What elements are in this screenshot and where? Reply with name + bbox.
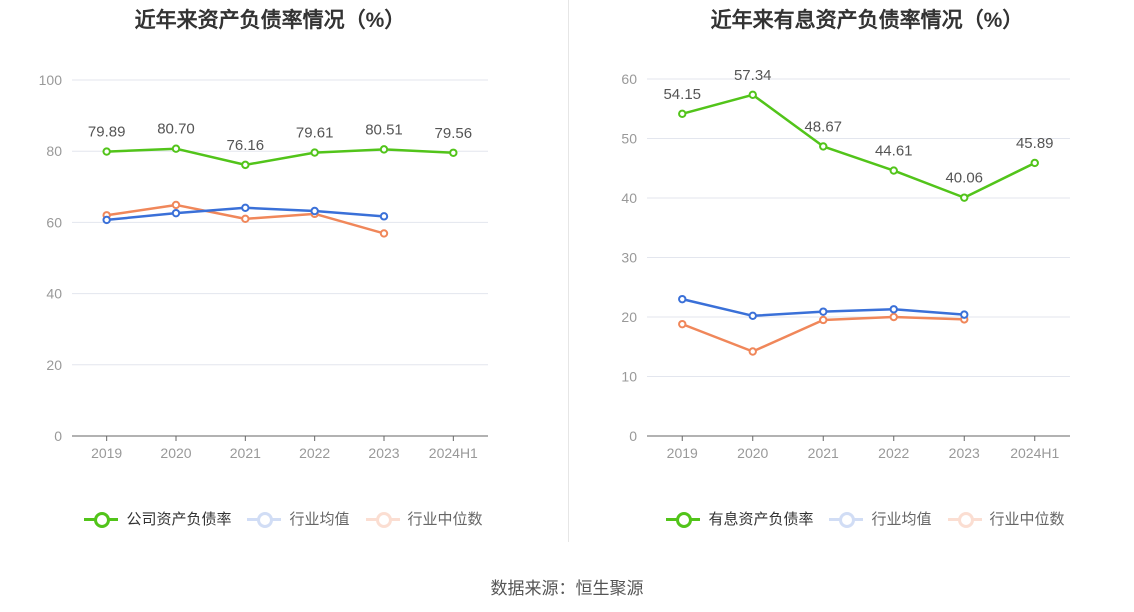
data-label: 79.61	[296, 125, 334, 142]
data-label: 40.06	[945, 170, 983, 187]
x-tick-label: 2021	[808, 445, 839, 461]
series-line	[681, 93, 1036, 199]
x-tick-label: 2020	[737, 445, 768, 461]
data-label: 76.16	[227, 137, 265, 154]
y-tick-label: 30	[621, 250, 637, 266]
chart-title: 近年来资产负债率情况（%）	[134, 9, 406, 32]
x-tick-label: 2020	[160, 445, 191, 461]
x-tick-label: 2023	[368, 445, 399, 461]
data-point	[449, 148, 458, 157]
x-tick-label: 2023	[949, 445, 980, 461]
x-tick-label: 2019	[91, 445, 122, 461]
data-point	[171, 200, 181, 210]
y-tick-label: 10	[621, 369, 637, 385]
legend-swatch-icon	[947, 511, 982, 528]
y-tick-label: 60	[621, 71, 637, 87]
data-label: 79.56	[435, 125, 473, 142]
legend-swatch-icon	[84, 511, 119, 528]
data-point	[102, 147, 111, 156]
legend-item-company[interactable]: 有息资产负债率	[666, 508, 813, 529]
data-point	[171, 144, 181, 153]
y-tick-label: 20	[621, 309, 637, 325]
data-source-note: 数据来源：恒生聚源	[490, 579, 644, 598]
data-label: 80.70	[157, 121, 195, 138]
data-point	[819, 307, 828, 316]
x-tick-label: 2022	[878, 445, 909, 461]
legend-swatch-icon	[829, 511, 864, 528]
y-tick-label: 60	[46, 214, 62, 230]
chart-panel-interest-bearing: 近年来有息资产负债率情况（%） 0 10 20 30 40 50 60 2019 2020 202…	[567, 0, 1134, 560]
chart-panel-asset-liability: 近年来资产负债率情况（%） 0 20 40 60 80 100 2019 2020 2021 20…	[0, 0, 567, 560]
legend-label: 行业中位数	[407, 511, 483, 528]
data-point	[379, 145, 389, 154]
data-point	[748, 90, 757, 100]
data-point	[379, 229, 389, 238]
data-label: 57.34	[734, 67, 772, 84]
data-point	[748, 347, 757, 356]
legend-label: 行业均值	[871, 511, 932, 528]
legend-swatch-icon	[666, 511, 701, 528]
legend-swatch-icon	[365, 511, 400, 528]
data-point	[1030, 158, 1039, 168]
chart-legend: 有息资产负债率 行业均值 行业中位数	[582, 508, 1134, 529]
y-tick-label: 100	[39, 72, 63, 88]
legend-item-industry-median[interactable]: 行业中位数	[365, 508, 483, 529]
data-point	[960, 310, 969, 319]
data-point	[102, 215, 111, 225]
panel-divider	[568, 0, 569, 542]
data-point	[889, 305, 898, 314]
data-point	[819, 142, 828, 151]
x-tick-label: 2024H1	[1010, 445, 1059, 461]
data-label: 54.15	[663, 86, 701, 103]
y-tick-label: 40	[46, 286, 62, 302]
data-label: 48.67	[804, 118, 842, 135]
data-point	[310, 148, 319, 157]
data-point	[171, 208, 181, 218]
legend-label: 公司资产负债率	[126, 511, 232, 528]
y-tick-label: 50	[621, 131, 637, 147]
x-tick-label: 2019	[667, 445, 698, 461]
legend-item-industry-avg[interactable]: 行业均值	[829, 508, 932, 529]
legend-swatch-icon	[247, 511, 282, 528]
data-label: 45.89	[1016, 135, 1054, 152]
data-point	[241, 214, 250, 224]
legend-item-company[interactable]: 公司资产负债率	[84, 508, 231, 529]
data-point	[819, 315, 828, 325]
data-point	[748, 311, 757, 321]
data-point	[241, 203, 250, 213]
data-point	[241, 160, 250, 170]
y-tick-label: 20	[46, 357, 62, 373]
data-point	[678, 109, 687, 119]
data-point	[678, 319, 687, 329]
y-tick-label: 80	[46, 143, 62, 159]
y-tick-label: 40	[621, 190, 637, 206]
chart-legend: 公司资产负债率 行业均值 行业中位数	[0, 508, 567, 529]
data-label: 80.51	[365, 121, 403, 138]
data-label: 44.61	[875, 143, 913, 160]
data-point	[310, 206, 319, 216]
x-tick-label: 2021	[230, 445, 261, 461]
data-point	[889, 312, 898, 322]
data-point	[960, 193, 969, 202]
legend-label: 行业中位数	[989, 511, 1065, 528]
x-tick-label: 2024H1	[429, 445, 478, 461]
legend-label: 有息资产负债率	[708, 511, 814, 528]
chart-title: 近年来有息资产负债率情况（%）	[710, 9, 1024, 32]
data-label: 79.89	[88, 124, 126, 141]
chart-plot: 0 20 40 60 80 100 2019 2020 2021 2022 2023 2024H1 79…	[39, 72, 488, 461]
series-line	[106, 147, 454, 167]
data-point	[379, 212, 389, 221]
data-point	[889, 166, 898, 175]
y-tick-label: 0	[54, 428, 62, 444]
chart-plot: 0 10 20 30 40 50 60 2019 2020 2021 2022 2023 2024H1 5…	[621, 67, 1070, 461]
x-tick-label: 2022	[299, 445, 330, 461]
y-tick-label: 0	[629, 428, 637, 444]
data-point	[678, 294, 687, 304]
legend-item-industry-median[interactable]: 行业中位数	[947, 508, 1065, 529]
legend-item-industry-avg[interactable]: 行业均值	[247, 508, 350, 529]
legend-label: 行业均值	[289, 511, 350, 528]
